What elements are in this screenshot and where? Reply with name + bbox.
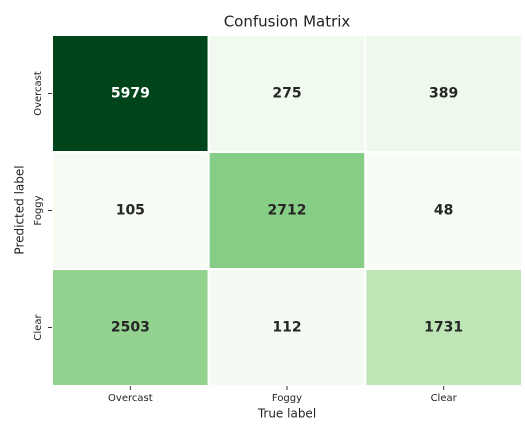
chart-title: Confusion Matrix (224, 13, 351, 31)
cell-label: 105 (116, 203, 145, 219)
cell-label: 389 (429, 86, 458, 102)
cell-label: 2712 (268, 203, 307, 219)
cell (51, 151, 210, 270)
cell (364, 151, 524, 270)
y-axis-label: Predicted label (13, 165, 27, 254)
cell-label: 2503 (111, 320, 150, 336)
cell (51, 34, 210, 153)
cell (364, 34, 524, 153)
cell-label: 5979 (111, 86, 150, 102)
y-tick-label: Overcast (33, 71, 44, 116)
x-axis-label: True label (257, 407, 316, 421)
cell-label: 48 (434, 203, 453, 219)
cell-label: 112 (272, 320, 301, 336)
cell (207, 268, 367, 387)
cell (207, 34, 367, 153)
x-tick-label: Overcast (108, 393, 153, 404)
cell-label: 1731 (424, 320, 463, 336)
y-tick-label: Clear (33, 314, 44, 341)
x-tick-label: Clear (431, 393, 458, 404)
cell-label: 275 (272, 86, 301, 102)
x-tick-label: Foggy (272, 393, 302, 404)
y-tick-label: Foggy (33, 195, 44, 225)
